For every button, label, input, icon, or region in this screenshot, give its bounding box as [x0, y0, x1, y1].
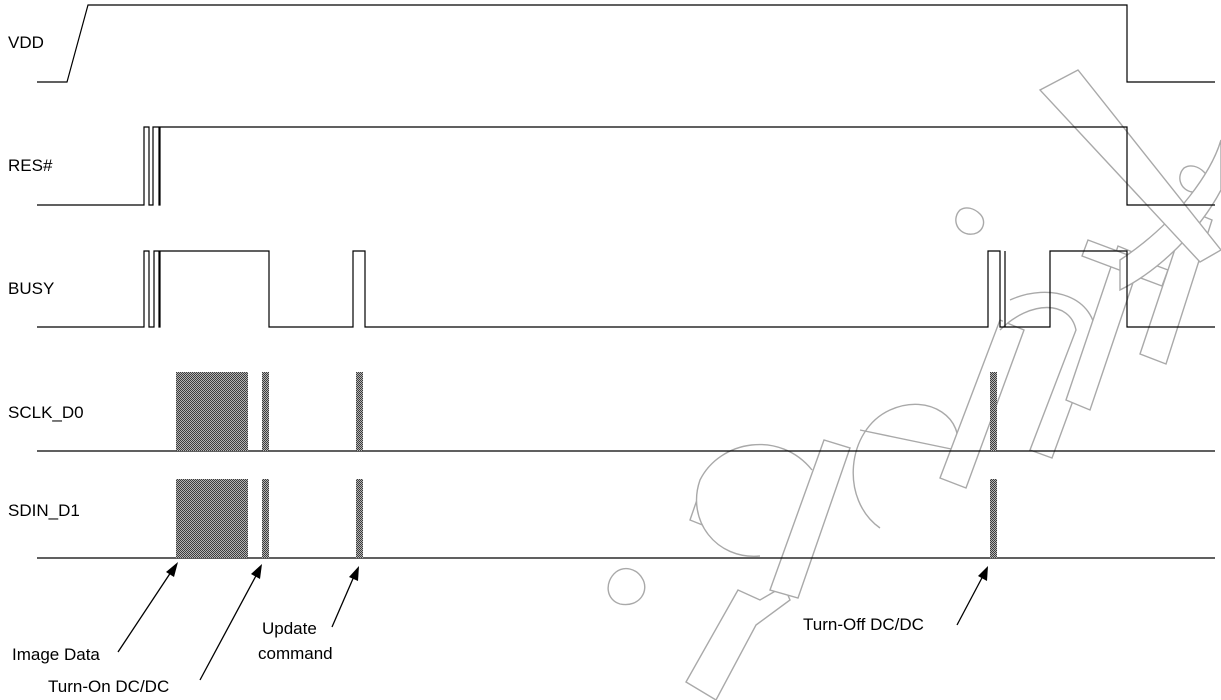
- annotation-update-line2: command: [258, 644, 333, 663]
- sdin-turn-on-burst: [262, 479, 269, 558]
- arrow-turn-off: [956, 566, 988, 626]
- sclk-turn-on-burst: [262, 372, 269, 451]
- arrow-turn-on: [199, 564, 262, 681]
- arrow-update: [331, 566, 359, 628]
- signal-label-vdd: VDD: [8, 33, 44, 52]
- sdin-turn-off-burst: [990, 479, 997, 558]
- res-waveform: [37, 126, 1215, 206]
- sdin-image-data-burst: [176, 479, 248, 558]
- sdin-update-burst: [356, 479, 363, 558]
- signal-label-sclk: SCLK_D0: [8, 403, 84, 422]
- sclk-update-burst: [356, 372, 363, 451]
- sclk-turn-off-burst: [990, 372, 997, 451]
- sclk-image-data-burst: [176, 372, 248, 451]
- annotation-turn-on: Turn-On DC/DC: [48, 677, 169, 696]
- annotation-image-data: Image Data: [12, 645, 100, 664]
- annotation-update-line1: Update: [262, 619, 317, 638]
- signal-label-busy: BUSY: [8, 279, 54, 298]
- arrow-image-data: [117, 562, 178, 653]
- vdd-waveform: [37, 4, 1215, 83]
- watermark-confidential: [607, 69, 1221, 700]
- annotation-turn-off: Turn-Off DC/DC: [803, 615, 924, 634]
- signal-label-res: RES#: [8, 156, 53, 175]
- busy-waveform: [37, 250, 1215, 328]
- signal-label-sdin: SDIN_D1: [8, 501, 80, 520]
